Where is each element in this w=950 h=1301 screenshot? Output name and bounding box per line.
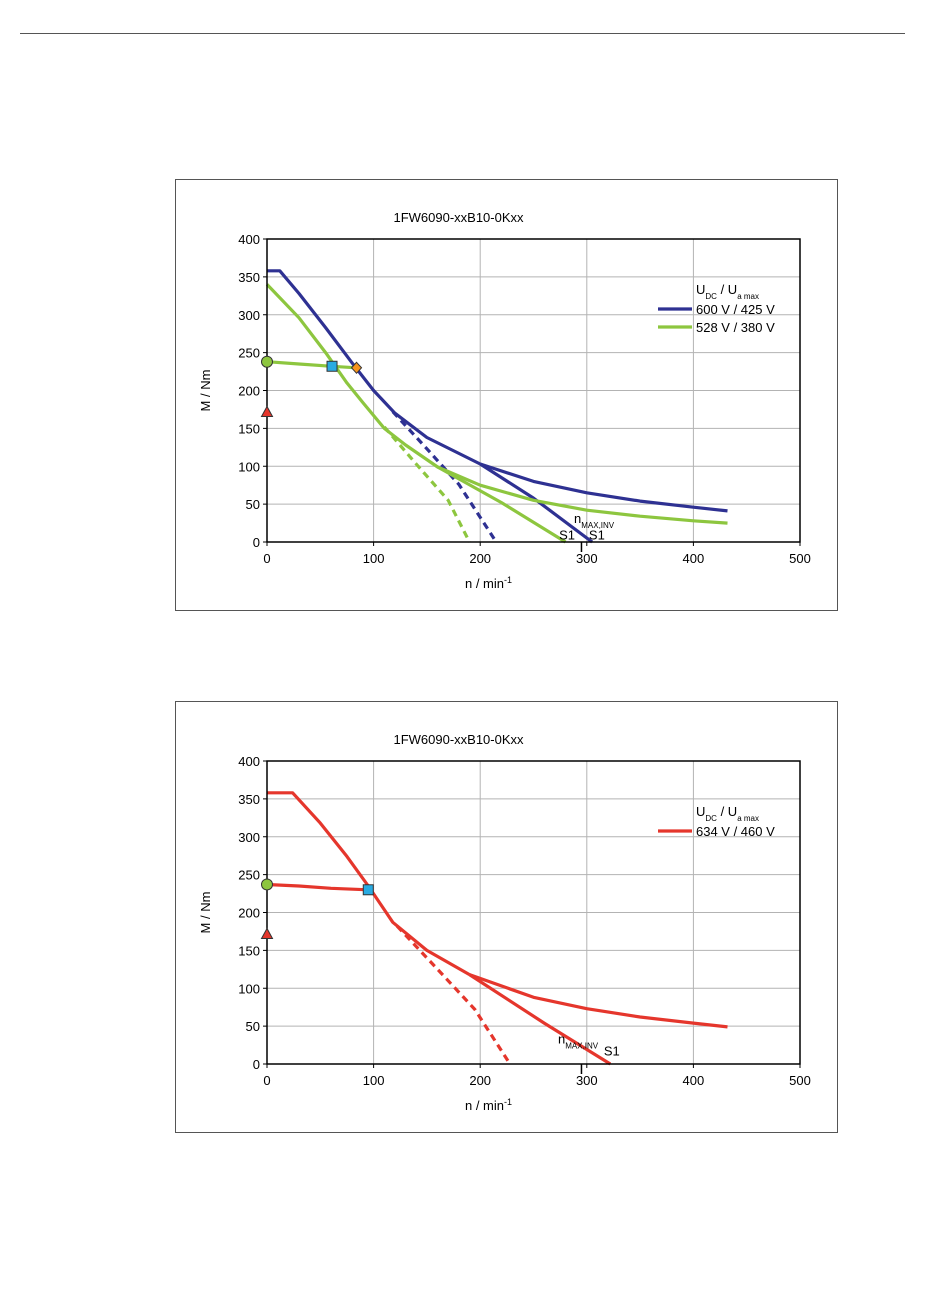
- y-tick-label: 150: [238, 421, 260, 436]
- y-tick-label: 350: [238, 270, 260, 285]
- x-tick-label: 0: [263, 1073, 270, 1088]
- series-line-2-segment-4: [436, 465, 567, 544]
- annotation-s1-label: S1: [559, 528, 575, 543]
- marker-square: [362, 884, 374, 896]
- series-line-1-segment-4: [468, 973, 612, 1066]
- y-tick-label: 350: [238, 792, 260, 807]
- y-tick-label: 50: [246, 1019, 260, 1034]
- series-line-1-segment-3: [391, 410, 498, 543]
- annotation-nmax-label: nMAX,INV: [558, 1032, 599, 1051]
- series-line-2-segment-5: [266, 360, 357, 370]
- x-tick-label: 0: [263, 551, 270, 566]
- marker-diamond: [350, 361, 363, 375]
- plot-border: [266, 760, 801, 1065]
- y-tick-label: 100: [238, 981, 260, 996]
- series-line-1-segment-3: [395, 925, 512, 1065]
- series-line-1-segment-2: [479, 462, 728, 513]
- series-line-1-segment-4: [479, 462, 594, 544]
- y-tick-label: 300: [238, 830, 260, 845]
- chart-panel-2: 1FW6090-xxB10-0Kxx 0 50 100 150 200 250 300 350 4…: [175, 701, 838, 1133]
- chart-panel-1: 1FW6090-xxB10-0Kxx 0 50 100 150 200 250 300 350 4…: [175, 179, 838, 611]
- y-tick-label: 50: [246, 497, 260, 512]
- y-tick-label: 0: [253, 1057, 260, 1072]
- x-tick-label: 400: [683, 551, 705, 566]
- marker-circle: [261, 878, 273, 891]
- chart-svg-1: 1FW6090-xxB10-0Kxx 0 50 100 150 200 250 300 350 4…: [198, 210, 811, 591]
- series-line-2-segment-1: [265, 283, 481, 487]
- y-tick-label: 200: [238, 906, 260, 921]
- annotation-s1-label: S1: [604, 1044, 620, 1059]
- series-line-1-segment-1: [267, 791, 471, 976]
- y-tick-label: 0: [253, 535, 260, 550]
- y-tick-label: 250: [238, 346, 260, 361]
- marker-triangle: [260, 927, 274, 939]
- series-line-2-segment-2: [479, 483, 728, 525]
- legend-label-2: 528 V / 380 V: [696, 320, 775, 335]
- y-tick-label: 150: [238, 943, 260, 958]
- x-axis-label: n / min-1: [465, 1097, 512, 1113]
- series-line-1-segment-1: [267, 269, 481, 466]
- legend-label-1: 634 V / 460 V: [696, 824, 775, 839]
- x-tick-label: 200: [469, 551, 491, 566]
- y-tick-label: 250: [238, 868, 260, 883]
- chart-title: 1FW6090-xxB10-0Kxx: [393, 732, 524, 747]
- top-rule: [20, 33, 905, 34]
- chart-title: 1FW6090-xxB10-0Kxx: [393, 210, 524, 225]
- legend-header: UDC / Ua max: [696, 804, 759, 823]
- series-line-1-segment-5: [266, 882, 369, 892]
- y-tick-label: 400: [238, 232, 260, 247]
- y-tick-label: 400: [238, 754, 260, 769]
- annotation-s1-label: S1: [589, 528, 605, 543]
- x-tick-label: 500: [789, 1073, 811, 1088]
- series-line-1-segment-2: [468, 973, 728, 1029]
- y-axis-label: M / Nm: [198, 892, 213, 934]
- y-axis-label: M / Nm: [198, 370, 213, 412]
- x-tick-label: 300: [576, 551, 598, 566]
- y-tick-label: 200: [238, 384, 260, 399]
- plot-border: [266, 238, 801, 543]
- x-tick-label: 500: [789, 551, 811, 566]
- x-tick-label: 100: [363, 551, 385, 566]
- x-axis-label: n / min-1: [465, 575, 512, 591]
- marker-square: [326, 360, 338, 372]
- y-tick-label: 100: [238, 459, 260, 474]
- chart-svg-2: 1FW6090-xxB10-0Kxx 0 50 100 150 200 250 300 350 4…: [198, 732, 811, 1113]
- y-tick-label: 300: [238, 308, 260, 323]
- x-tick-label: 300: [576, 1073, 598, 1088]
- legend-header: UDC / Ua max: [696, 282, 759, 301]
- x-tick-label: 100: [363, 1073, 385, 1088]
- legend-label-1: 600 V / 425 V: [696, 302, 775, 317]
- x-tick-label: 200: [469, 1073, 491, 1088]
- x-tick-label: 400: [683, 1073, 705, 1088]
- marker-triangle: [260, 405, 274, 417]
- series-line-2-segment-3: [383, 425, 471, 543]
- marker-circle: [261, 355, 273, 368]
